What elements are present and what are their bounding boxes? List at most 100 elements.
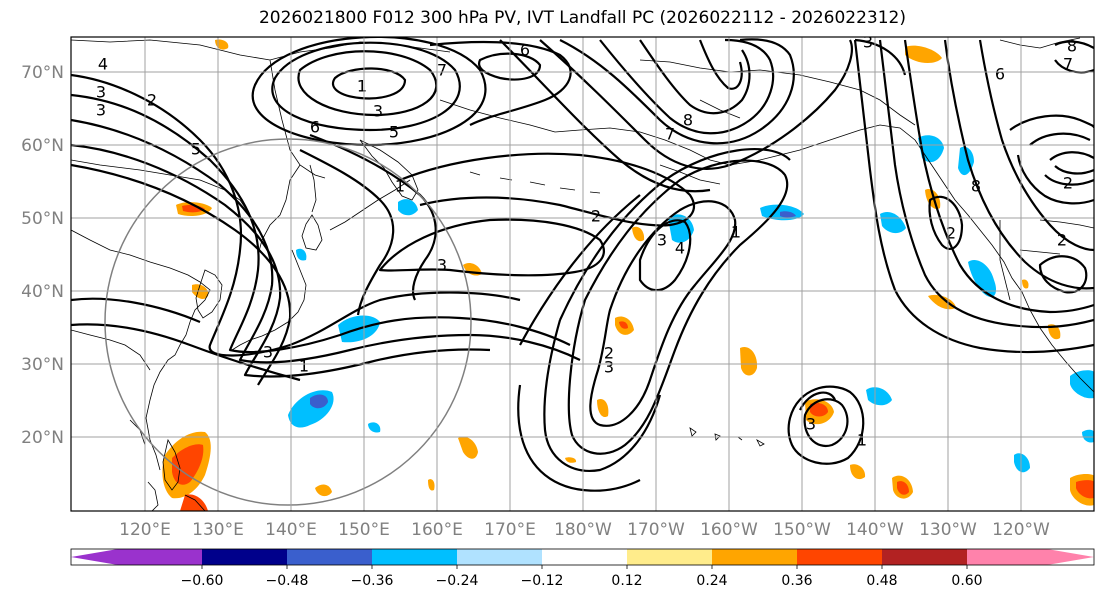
pv-contour [854,38,907,76]
lat-label: 70°N [21,63,64,83]
coastline-hawaii [689,427,765,447]
contour-label: 1 [731,223,741,242]
pc-negative-region [1082,429,1094,443]
contour-label: 1 [299,357,309,376]
pv-contour [271,41,461,132]
lon-label: 120°W [992,520,1050,540]
pc-positive-region [905,45,942,64]
pv-contour [878,39,1094,329]
contour-label: 8 [683,111,693,130]
contour-label: 1 [357,77,367,96]
pv-contour [567,159,789,455]
pv-contour [299,149,395,316]
pc-negative-region [296,248,307,261]
contour-label: 7 [1063,55,1073,74]
coastline-alaska [554,59,1094,393]
pv-contour [71,73,521,357]
pv-contour [698,39,743,90]
pv-contour [309,133,437,301]
pv-contour [903,39,1094,314]
latitude-labels: 70°N 60°N 50°N 40°N 30°N 20°N [21,63,64,448]
pc-positive-region [597,398,609,418]
pv-contours [71,37,1094,492]
lon-label: 170°W [627,520,685,540]
contour-label: 3 [96,101,106,120]
colorbar-tick-label: −0.48 [266,573,309,589]
pv-contour [803,398,849,448]
contour-label: 3 [604,358,614,377]
pv-contour [499,39,711,193]
contour-label: 1 [395,177,405,196]
pc-positive-region [897,481,909,495]
colorbar-segment [118,549,202,565]
contour-label: 1 [857,431,867,450]
pc-negative-region [880,211,906,234]
pv-contour [853,39,1094,354]
pc-negative-region [398,199,418,216]
pv-contour [943,39,1094,290]
lon-label: 120°E [119,520,171,540]
contour-label: 2 [604,344,614,363]
lon-label: 160°E [411,520,463,540]
pc-positive-region [172,444,204,485]
colorbar-segment [457,549,542,565]
pc-negative-region [668,214,694,243]
contour-label: 2 [591,207,601,226]
map-frame [70,36,1095,512]
pv-contour [297,50,438,117]
contour-label: 2 [1063,174,1073,193]
pc-negative-region [1070,370,1094,399]
lat-label: 50°N [21,209,64,229]
pv-contour [799,391,837,411]
pc-positive-region [632,226,645,242]
coastline-japan [231,214,323,351]
contour-label: 4 [98,55,108,74]
pv-contour [332,67,407,100]
pv-contour [639,39,751,115]
pv-contour [543,148,791,472]
lon-label: 140°W [846,520,904,540]
pv-contour [1054,40,1094,74]
pv-contour [589,200,737,427]
lon-label: 130°E [192,520,244,540]
pc-positive-region [458,436,478,459]
contour-label: 5 [191,140,201,159]
pc-positive-region [192,284,209,299]
lat-label: 40°N [21,282,64,302]
lon-label: 130°W [919,520,977,540]
pc-positive-region [1048,324,1061,340]
colorbar-segment [542,549,627,565]
pv-contour [71,297,201,324]
pv-contour [71,93,571,354]
pv-contour [378,218,605,277]
lat-label: 20°N [21,428,64,448]
pc-negative-region [1014,453,1030,473]
pc-positive-region [565,457,577,463]
contour-label: 6 [995,65,1005,84]
pc-positive-region [928,294,956,310]
pc-positive-region [315,484,332,497]
contour-label: 8 [971,177,981,196]
lat-label: 60°N [21,136,64,156]
pv-contour [71,143,491,378]
colorbar-segment [627,549,712,565]
colorbar-segment [882,549,967,565]
pv-contour [559,38,795,145]
pv-contour [477,52,542,81]
contour-label: 3 [96,83,106,102]
colorbar-tick-label: −0.12 [521,573,564,589]
pc-positive-region [1076,480,1094,499]
coastline-philippines [71,329,206,511]
coastline-north-america [999,37,1094,301]
lon-label: 160°W [700,520,758,540]
contour-label: 3 [806,415,816,434]
contour-label: 7 [665,125,675,144]
contour-label: 2 [147,91,157,110]
colorbar-tick-label: −0.24 [436,573,479,589]
lon-label: 170°E [484,520,536,540]
pc-negative-region [866,387,892,406]
pv-contour [787,385,865,465]
longitude-labels: 120°E 130°E 140°E 150°E 160°E 170°E 180°… [119,520,1050,540]
lat-label: 30°N [21,355,64,375]
